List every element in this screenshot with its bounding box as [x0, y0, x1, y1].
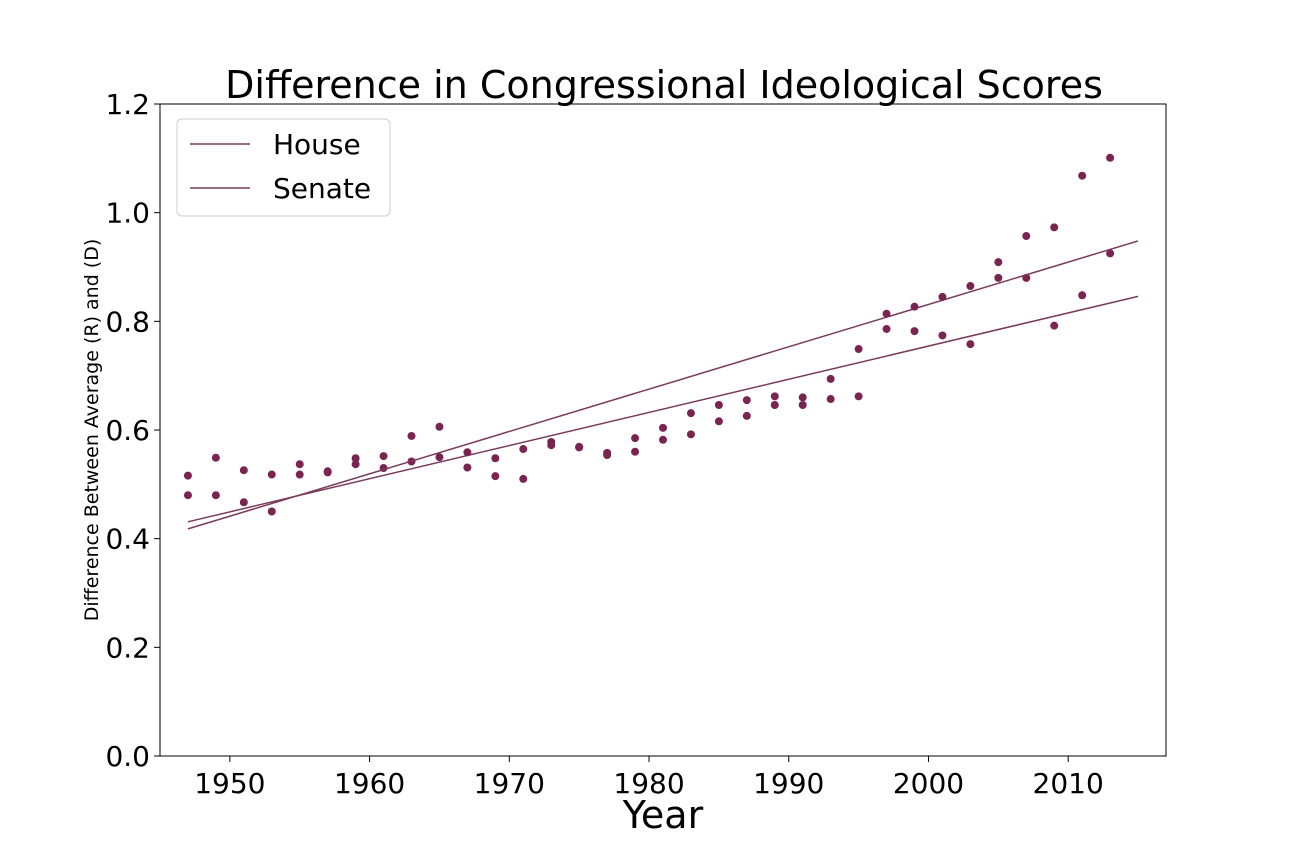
y-tick-label: 0.0 [105, 740, 150, 773]
senate-point [267, 470, 276, 479]
house-point [770, 401, 779, 410]
house-point [519, 474, 528, 483]
house-point [854, 392, 863, 401]
house-point [1050, 321, 1059, 330]
senate-point [295, 460, 304, 469]
house-point [966, 340, 975, 349]
house-point [211, 491, 220, 500]
senate-point [1022, 232, 1031, 241]
y-tick-label: 1.0 [105, 197, 150, 230]
house-point [267, 507, 276, 516]
senate-point [435, 422, 444, 431]
x-axis-label: Year [622, 793, 704, 837]
senate-point [854, 345, 863, 354]
senate-point [631, 434, 640, 443]
x-tick-label: 1970 [474, 767, 545, 800]
senate-point [910, 302, 919, 311]
legend-house-label: House [273, 128, 361, 161]
house-point [686, 430, 695, 439]
senate-point [966, 282, 975, 291]
senate-point [686, 409, 695, 418]
x-tick-label: 2000 [893, 767, 964, 800]
house-point [938, 331, 947, 340]
y-axis-label: Difference Between Average (R) and (D) [81, 239, 103, 622]
senate-point [938, 292, 947, 301]
house-point [910, 327, 919, 336]
y-tick-label: 1.2 [105, 88, 150, 121]
house-point [742, 411, 751, 420]
house-point [882, 324, 891, 333]
y-axis: 0.0 0.2 0.4 0.6 0.8 1.0 1.2 [105, 88, 160, 773]
senate-point [1078, 171, 1087, 180]
y-tick-label: 0.4 [105, 523, 150, 556]
legend-senate-label: Senate [273, 172, 371, 205]
y-tick-label: 0.8 [105, 305, 150, 338]
senate-point [826, 374, 835, 383]
house-point [1078, 291, 1087, 300]
senate-point [1106, 153, 1115, 162]
senate-point [603, 448, 612, 457]
senate-point [575, 442, 584, 451]
house-point [239, 498, 248, 507]
x-axis: 1950 1960 1970 1980 1990 2000 2010 [194, 756, 1104, 800]
senate-point [547, 437, 556, 446]
senate-point [379, 452, 388, 461]
house-point [463, 463, 472, 472]
house-point [631, 447, 640, 456]
senate-point [1050, 223, 1059, 232]
senate-point [659, 423, 667, 432]
house-point [183, 491, 192, 500]
senate-point [407, 431, 416, 440]
x-tick-label: 2010 [1033, 767, 1104, 800]
senate-point [323, 467, 332, 476]
house-point [1106, 249, 1115, 258]
legend: House Senate [176, 118, 391, 217]
house-point [351, 460, 360, 469]
x-tick-label: 1960 [334, 767, 405, 800]
house-point [994, 273, 1003, 282]
x-tick-label: 1950 [194, 767, 265, 800]
house-point [714, 417, 723, 426]
senate-point [798, 393, 807, 402]
senate-trendline [187, 240, 1139, 530]
x-tick-label: 1980 [613, 767, 684, 800]
senate-point [463, 448, 472, 457]
y-tick-label: 0.6 [105, 414, 150, 447]
house-point [798, 401, 807, 410]
senate-point [994, 258, 1003, 267]
house-point [659, 435, 667, 444]
senate-point [239, 466, 248, 475]
house-trendline [187, 295, 1139, 523]
house-point [826, 395, 835, 404]
house-point [435, 453, 444, 462]
senate-point [491, 454, 500, 463]
senate-point [770, 392, 779, 401]
senate-point [742, 396, 751, 405]
senate-point [714, 401, 723, 410]
senate-point [351, 454, 360, 463]
senate-point [211, 453, 220, 462]
house-point [295, 470, 304, 479]
y-tick-label: 0.2 [105, 631, 150, 664]
house-point [491, 472, 500, 481]
plot-area [183, 153, 1139, 530]
senate-point [519, 445, 528, 454]
senate-point [882, 309, 891, 318]
senate-point [183, 471, 192, 480]
chart-title: Difference in Congressional Ideological … [225, 63, 1103, 107]
x-tick-label: 1990 [753, 767, 824, 800]
